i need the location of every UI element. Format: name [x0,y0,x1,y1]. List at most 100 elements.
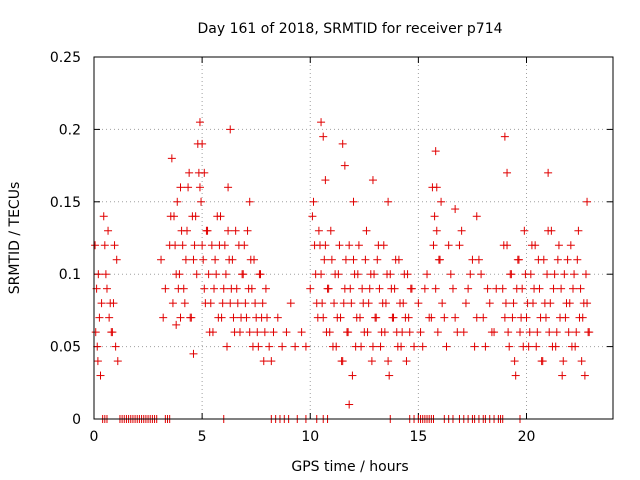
data-point [393,342,402,351]
data-point [102,284,111,293]
data-point [575,313,584,322]
data-point [442,342,451,351]
x-axis-label: GPS time / hours [291,459,408,475]
data-point [291,342,300,351]
data-point [402,357,411,366]
data-point [437,197,446,206]
data-point [278,342,287,351]
data-point [335,241,344,250]
data-point [383,270,392,279]
data-point [568,284,577,293]
data-point [545,328,554,337]
data-point [581,270,590,279]
x-tick-label: 20 [518,429,536,445]
data-point [257,313,266,322]
data-point [195,183,204,192]
data-point [101,270,110,279]
data-point [525,328,534,337]
data-point [370,270,379,279]
data-point [339,299,348,308]
data-point [559,357,568,366]
data-point [251,299,260,308]
data-point [523,299,532,308]
data-point [362,226,371,235]
data-point [99,212,108,221]
data-point [540,299,549,308]
data-point [418,342,427,351]
data-point [580,371,589,380]
y-tick-label: 0.2 [59,122,81,138]
data-point [176,183,185,192]
data-point [188,212,197,221]
data-point [260,328,269,337]
data-point [198,241,207,250]
data-point [438,299,447,308]
data-point [521,270,530,279]
y-tick-label: 0.25 [50,50,81,66]
data-point [111,342,120,351]
data-point [258,299,267,308]
data-point [198,139,207,148]
y-tick-label: 0.05 [50,340,81,356]
data-point [224,183,233,192]
data-point [181,255,190,264]
data-point [308,212,317,221]
data-point [461,299,470,308]
data-point [547,226,556,235]
data-point [216,212,225,221]
data-point [177,226,186,235]
data-point [94,270,103,279]
data-point [309,197,318,206]
data-point [320,255,329,264]
data-point [349,197,358,206]
data-point [536,313,545,322]
data-point [556,313,565,322]
data-point [95,313,104,322]
data-point [321,176,330,185]
data-point [265,342,274,351]
axis-ticks: 0 5 10 15 20 0 0.05 0.1 0.15 0.2 0.25 [50,50,613,445]
data-point [231,226,240,235]
data-point [538,357,547,366]
data-point [368,176,377,185]
data-point [365,284,374,293]
data-point [481,342,490,351]
data-point [317,118,326,127]
data-point [520,226,529,235]
data-point [391,255,400,264]
data-point [530,284,539,293]
data-point [253,328,262,337]
data-point [352,313,361,322]
data-point [404,313,413,322]
data-point [93,357,102,366]
data-point [501,299,510,308]
data-point [184,183,193,192]
data-point [384,197,393,206]
data-point [544,168,553,177]
data-point [499,241,508,250]
data-point [557,284,566,293]
data-point [576,284,585,293]
data-point [113,357,122,366]
data-point [376,342,385,351]
data-point [455,241,464,250]
data-point [410,342,419,351]
data-point [406,284,415,293]
data-point [340,161,349,170]
data-point [205,328,214,337]
data-point [186,313,195,322]
data-point [172,320,181,329]
data-point [483,284,492,293]
data-point [110,241,119,250]
data-point [464,284,473,293]
data-point [552,328,561,337]
data-point [297,328,306,337]
data-point [451,313,460,322]
data-point [337,357,346,366]
data-point [505,342,514,351]
data-point [500,132,509,141]
data-point [519,342,528,351]
data-point [330,299,339,308]
data-point [433,328,442,337]
data-point [429,241,438,250]
